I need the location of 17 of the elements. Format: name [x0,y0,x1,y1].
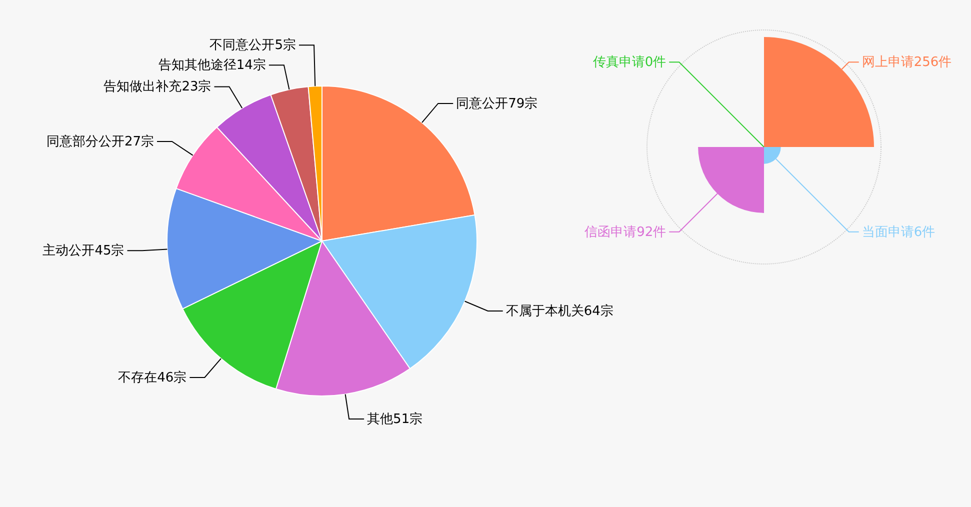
slice-label: 不同意公开5宗 [210,37,296,54]
data-label: 0件 [644,55,666,70]
data-label: 92件 [636,224,666,240]
category-label: 当面申请 [862,224,914,240]
category-label: 传真申请 [592,55,645,70]
category-label: 信函申请 [584,224,637,240]
slice-label: 不属于本机关64宗 [506,302,614,319]
data-label: 256件 [914,55,952,70]
category-label: 网上申请 [862,55,914,70]
slice-label: 不存在46宗 [118,370,187,386]
slice-label: 告知其他途径14宗 [158,57,266,74]
data-label: 6件 [914,224,936,240]
slice-label: 其他51宗 [367,410,423,427]
slice-label: 告知做出补充23宗 [104,78,212,95]
slice-label: 同意部分公开27宗 [46,133,154,150]
slice-label: 主动公开45宗 [42,242,124,259]
slice-label: 同意公开79宗 [456,95,538,112]
